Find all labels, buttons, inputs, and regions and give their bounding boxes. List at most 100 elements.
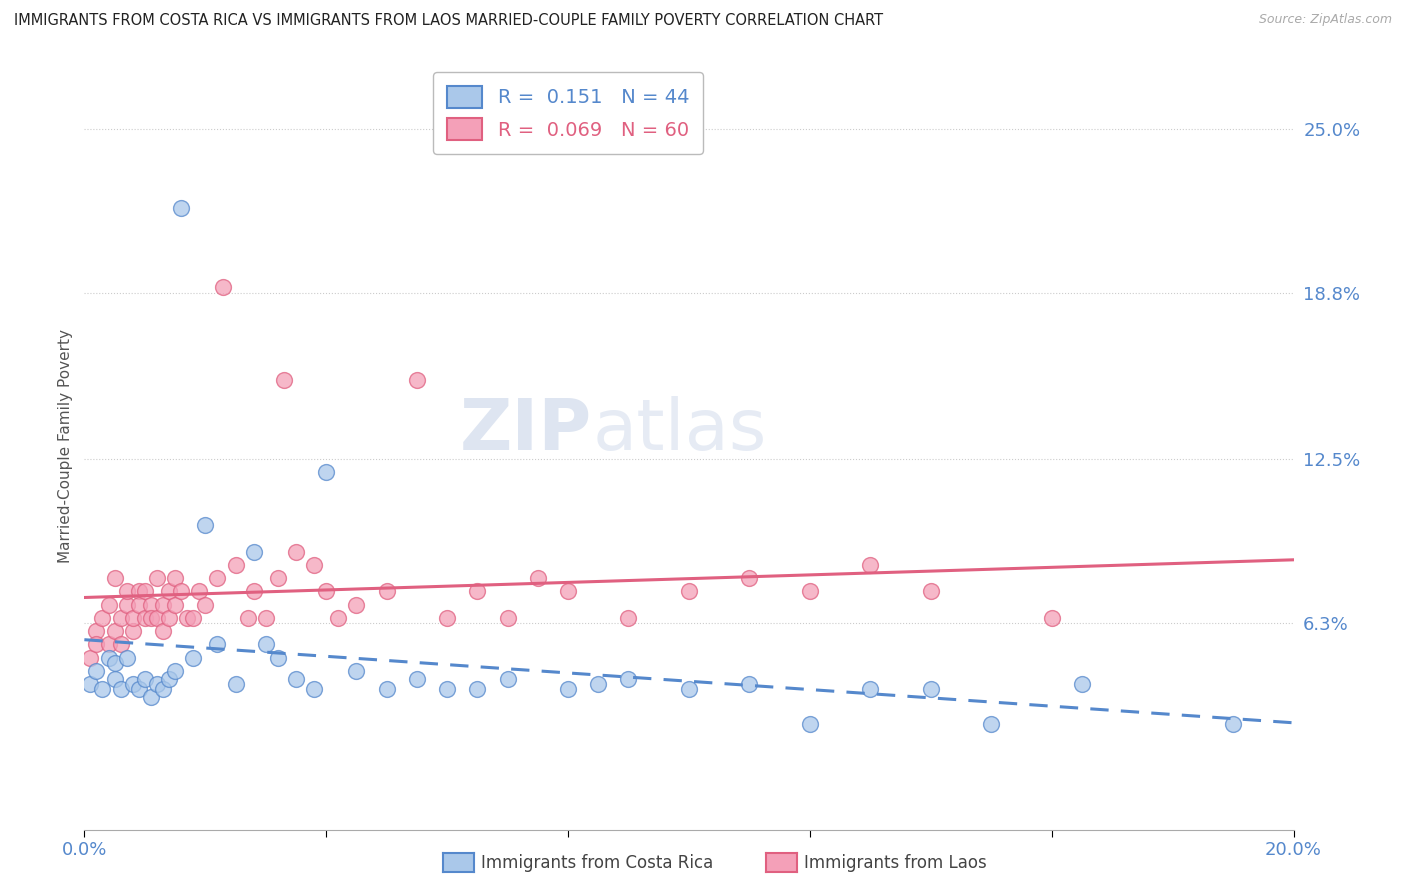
Point <box>1040 611 1063 625</box>
Text: Source: ZipAtlas.com: Source: ZipAtlas.com <box>1258 13 1392 27</box>
Point <box>110 682 132 697</box>
Point <box>110 611 132 625</box>
Point <box>557 584 579 599</box>
Point <box>1071 677 1094 691</box>
Point <box>738 571 761 585</box>
Point <box>315 584 337 599</box>
Point <box>134 672 156 686</box>
Point <box>302 558 325 572</box>
Point <box>406 672 429 686</box>
Point <box>315 466 337 480</box>
Point <box>170 201 193 215</box>
Point <box>134 611 156 625</box>
Point <box>557 682 579 697</box>
Point <box>157 672 180 686</box>
Point <box>121 624 143 639</box>
Point <box>146 571 169 585</box>
Point <box>139 690 162 705</box>
Point <box>254 637 277 651</box>
Point <box>375 682 398 697</box>
Point <box>134 584 156 599</box>
Point <box>115 584 138 599</box>
Point <box>273 373 295 387</box>
Text: Immigrants from Laos: Immigrants from Laos <box>804 854 987 871</box>
Point <box>588 677 610 691</box>
Point <box>527 571 550 585</box>
Point <box>678 584 700 599</box>
Point <box>188 584 211 599</box>
Point <box>267 650 290 665</box>
Point <box>799 584 821 599</box>
Point <box>436 611 458 625</box>
Point <box>212 280 235 294</box>
Text: Immigrants from Costa Rica: Immigrants from Costa Rica <box>481 854 713 871</box>
Point <box>496 672 519 686</box>
Point <box>170 584 193 599</box>
Point <box>236 611 259 625</box>
Point <box>146 611 169 625</box>
Point <box>152 624 174 639</box>
Point <box>104 571 127 585</box>
Point <box>980 716 1002 731</box>
Point <box>225 677 247 691</box>
Point <box>91 611 114 625</box>
Point <box>267 571 290 585</box>
Point <box>194 518 217 533</box>
Point <box>328 611 350 625</box>
Legend: R =  0.151   N = 44, R =  0.069   N = 60: R = 0.151 N = 44, R = 0.069 N = 60 <box>433 72 703 154</box>
Point <box>165 664 187 678</box>
Point <box>152 598 174 612</box>
Point <box>79 677 101 691</box>
Point <box>86 637 108 651</box>
Point <box>176 611 198 625</box>
Point <box>678 682 700 697</box>
Point <box>152 682 174 697</box>
Point <box>920 584 942 599</box>
Point <box>121 677 143 691</box>
Point <box>104 656 127 670</box>
Point <box>128 598 150 612</box>
Point <box>242 545 264 559</box>
Point <box>115 598 138 612</box>
Point <box>738 677 761 691</box>
Point <box>617 611 640 625</box>
Point <box>86 664 108 678</box>
Point <box>104 672 127 686</box>
Point <box>97 598 120 612</box>
Point <box>859 682 882 697</box>
Point <box>254 611 277 625</box>
Point <box>920 682 942 697</box>
Point <box>146 677 169 691</box>
Point <box>121 611 143 625</box>
Point <box>194 598 217 612</box>
Point <box>406 373 429 387</box>
Point <box>181 650 204 665</box>
Point <box>207 571 229 585</box>
Point <box>285 672 308 686</box>
Point <box>139 598 162 612</box>
Point <box>110 637 132 651</box>
Point <box>97 650 120 665</box>
Point <box>375 584 398 599</box>
Point <box>207 637 229 651</box>
Point <box>165 571 187 585</box>
Text: ZIP: ZIP <box>460 396 592 465</box>
Point <box>242 584 264 599</box>
Point <box>496 611 519 625</box>
Point <box>285 545 308 559</box>
Point <box>97 637 120 651</box>
Point <box>181 611 204 625</box>
Point <box>139 611 162 625</box>
Point <box>799 716 821 731</box>
Point <box>115 650 138 665</box>
Point <box>104 624 127 639</box>
Point <box>157 611 180 625</box>
Point <box>346 664 368 678</box>
Point <box>302 682 325 697</box>
Point <box>225 558 247 572</box>
Point <box>157 584 180 599</box>
Point <box>128 682 150 697</box>
Text: atlas: atlas <box>592 396 766 465</box>
Text: IMMIGRANTS FROM COSTA RICA VS IMMIGRANTS FROM LAOS MARRIED-COUPLE FAMILY POVERTY: IMMIGRANTS FROM COSTA RICA VS IMMIGRANTS… <box>14 13 883 29</box>
Point <box>436 682 458 697</box>
